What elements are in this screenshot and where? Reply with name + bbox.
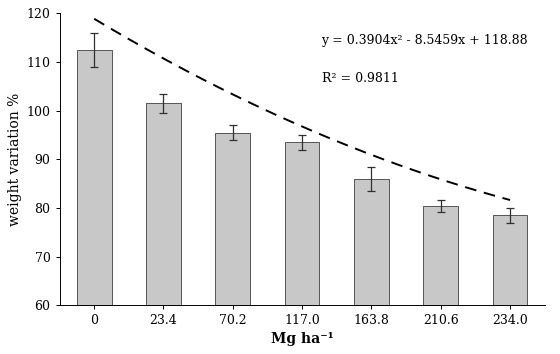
Bar bbox=[77, 50, 111, 354]
Y-axis label: weight variation %: weight variation % bbox=[8, 93, 22, 226]
X-axis label: Mg ha⁻¹: Mg ha⁻¹ bbox=[270, 332, 333, 346]
Bar bbox=[354, 179, 389, 354]
Text: y = 0.3904x² - 8.5459x + 118.88: y = 0.3904x² - 8.5459x + 118.88 bbox=[321, 34, 528, 47]
Bar bbox=[423, 206, 458, 354]
Text: R² = 0.9811: R² = 0.9811 bbox=[321, 72, 398, 85]
Bar bbox=[146, 103, 181, 354]
Bar bbox=[493, 215, 528, 354]
Bar bbox=[216, 133, 250, 354]
Bar bbox=[285, 142, 319, 354]
